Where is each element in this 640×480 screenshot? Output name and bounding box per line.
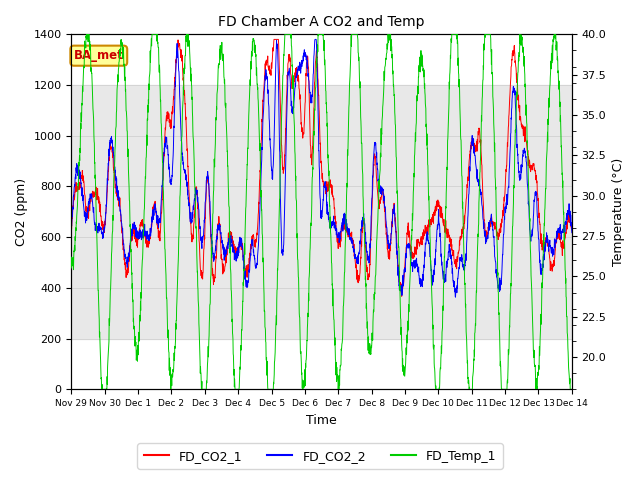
Legend: FD_CO2_1, FD_CO2_2, FD_Temp_1: FD_CO2_1, FD_CO2_2, FD_Temp_1 [138, 444, 502, 469]
Title: FD Chamber A CO2 and Temp: FD Chamber A CO2 and Temp [218, 15, 425, 29]
Y-axis label: CO2 (ppm): CO2 (ppm) [15, 178, 28, 246]
Text: BA_met: BA_met [74, 49, 124, 62]
X-axis label: Time: Time [307, 414, 337, 427]
Y-axis label: Temperature (°C): Temperature (°C) [612, 158, 625, 266]
Bar [72, 85, 572, 338]
